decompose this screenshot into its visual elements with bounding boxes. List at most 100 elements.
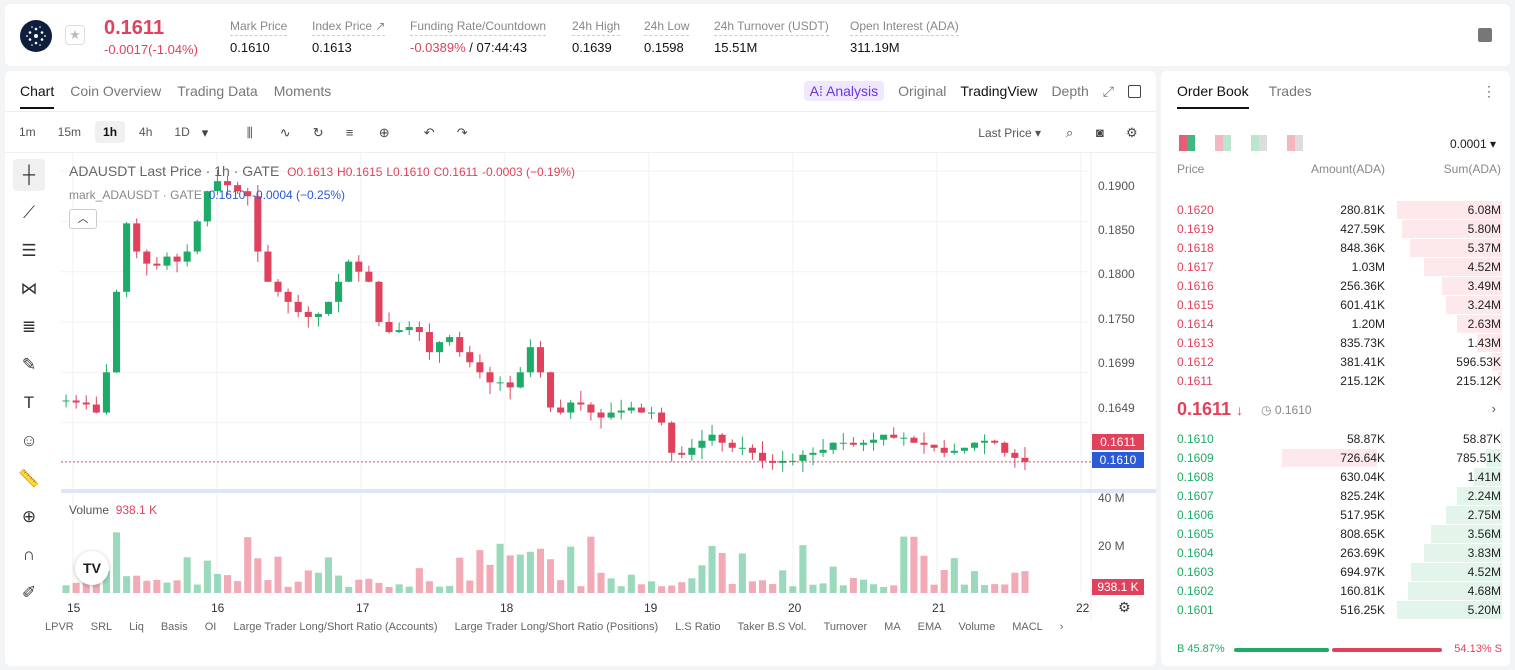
indicator-item[interactable]: LPVR [45,621,74,633]
chevron-right-icon[interactable]: › [1059,621,1064,633]
favorite-star-icon[interactable]: ★ [65,25,85,45]
candles-icon[interactable]: ⫼ [246,124,253,140]
timeframe-1m[interactable]: 1m [19,125,36,139]
template-icon[interactable]: ≡ [345,124,354,140]
timeframe-1h[interactable]: 1h [95,121,126,143]
indicator-item[interactable]: OI [204,621,217,633]
tab-order-book[interactable]: Order Book [1177,83,1249,109]
bid-row[interactable]: 0.1601 516.25K 5.20M [1161,600,1510,619]
indicator-item[interactable]: Large Trader Long/Short Ratio (Positions… [454,621,659,633]
candle [829,442,837,450]
indicator-item[interactable]: MA [884,621,901,633]
ask-row[interactable]: 0.1617 1.03M 4.52M [1161,257,1510,276]
ask-row[interactable]: 0.1611 215.12K 215.12K [1161,371,1510,390]
redo-icon[interactable]: ↷ [456,124,468,140]
indicator-item[interactable]: Liq [129,621,144,633]
add-indicator-icon[interactable]: ⊕ [378,124,390,140]
asks-only-icon[interactable] [1287,135,1303,151]
indicator-item[interactable]: Large Trader Long/Short Ratio (Accounts) [233,621,438,633]
tab-original[interactable]: Original [898,83,947,99]
ask-row[interactable]: 0.1616 256.36K 3.49M [1161,276,1510,295]
ask-row[interactable]: 0.1620 280.81K 6.08M [1161,200,1510,219]
bid-row[interactable]: 0.1604 263.69K 3.83M [1161,543,1510,562]
bid-row[interactable]: 0.1609 726.64K 785.51K [1161,448,1510,467]
undo-icon[interactable]: ↶ [423,124,435,140]
indicator-item[interactable]: Turnover [823,621,868,633]
fullscreen-icon[interactable] [1128,84,1141,98]
bid-row[interactable]: 0.1606 517.95K 2.75M [1161,505,1510,524]
zoom-in-icon[interactable]: ⊕ [21,507,37,526]
tradingview-logo-icon[interactable]: TV [75,551,109,585]
indicator-item[interactable]: MACL [1012,621,1043,633]
price-source-select[interactable]: Last Price ▾ [978,126,1041,140]
amount-cell: 58.87K [1346,432,1385,446]
settings-gear-icon[interactable]: ⚙ [1118,599,1131,615]
pencil-icon[interactable]: ✐ [21,583,37,602]
more-menu-icon[interactable]: ⋮ [1482,83,1496,99]
replay-icon[interactable]: ↻ [312,124,324,140]
bid-row[interactable]: 0.1610 58.87K 58.87K [1161,429,1510,448]
ask-row[interactable]: 0.1612 381.41K 596.53K [1161,352,1510,371]
camera-icon[interactable]: ◙ [1096,125,1104,140]
bid-row[interactable]: 0.1602 160.81K 4.68M [1161,581,1510,600]
expand-icon[interactable]: ⤢ [1102,82,1114,99]
price-cell: 0.1608 [1177,470,1214,484]
precision-select[interactable]: 0.0001 ▾ [1449,137,1496,151]
mark-price-tag: 0.1610 [1092,452,1144,468]
volume-bar [466,580,474,593]
text-icon[interactable]: T [23,393,35,412]
indicators-icon[interactable]: ∿ [279,124,291,140]
ask-row[interactable]: 0.1619 427.59K 5.80M [1161,219,1510,238]
price-cell: 0.1615 [1177,298,1214,312]
candlestick-chart[interactable] [5,71,1156,666]
tab-trading-data[interactable]: Trading Data [177,83,258,99]
bid-row[interactable]: 0.1608 630.04K 1.41M [1161,467,1510,486]
ask-row[interactable]: 0.1618 848.36K 5.37M [1161,238,1510,257]
amount-cell: 160.81K [1340,584,1385,598]
tab-trades[interactable]: Trades [1268,83,1312,99]
collapse-legend-button[interactable]: ︿ [69,209,97,229]
indicator-item[interactable]: Volume [958,621,996,633]
timeframe-15m[interactable]: 15m [57,125,82,139]
ask-row[interactable]: 0.1614 1.20M 2.63M [1161,314,1510,333]
crosshair-icon[interactable]: ┼ [13,159,45,191]
tab-depth[interactable]: Depth [1051,83,1089,99]
emoji-icon[interactable]: ☺ [20,431,38,450]
tab-tradingview[interactable]: TradingView [960,83,1038,99]
indicator-item[interactable]: EMA [917,621,942,633]
tab-moments[interactable]: Moments [273,83,332,99]
volume-bar [839,585,847,593]
ruler-icon[interactable]: 📏 [18,469,40,488]
tab-coin-overview[interactable]: Coin Overview [70,83,162,99]
timeframe-4h[interactable]: 4h [139,125,153,139]
both-sides-view-icon[interactable] [1179,135,1195,151]
split-view-icon[interactable] [1215,135,1231,151]
bid-row[interactable]: 0.1603 694.97K 4.52M [1161,562,1510,581]
indicator-item[interactable]: Basis [160,621,188,633]
timeframe-1d[interactable]: 1D [174,125,190,139]
fib-icon[interactable]: ≣ [21,317,37,336]
ask-row[interactable]: 0.1615 601.41K 3.24M [1161,295,1510,314]
brush-icon[interactable]: ✎ [21,355,37,374]
analysis-button[interactable]: A⁞ Analysis [803,81,885,101]
trendline-icon[interactable]: ⟋ [23,203,35,222]
bid-row[interactable]: 0.1605 808.65K 3.56M [1161,524,1510,543]
magnet-icon[interactable]: ∩ [22,545,36,564]
search-icon[interactable]: ⌕ [1066,125,1074,140]
horizontal-lines-icon[interactable]: ☰ [21,241,37,260]
chevron-right-icon[interactable]: › [1491,401,1496,416]
book-icon[interactable] [1478,28,1492,42]
volume-bar [1001,584,1009,593]
volume-bar [547,559,555,593]
ask-row[interactable]: 0.1613 835.73K 1.43M [1161,333,1510,352]
pattern-icon[interactable]: ⋈ [20,279,38,298]
stat-index-price[interactable]: Index Price ↗ 0.1613 [312,19,386,55]
chevron-down-icon[interactable]: ▾ [201,124,209,140]
indicator-item[interactable]: L.S Ratio [675,621,721,633]
indicator-item[interactable]: Taker B.S Vol. [737,621,807,633]
settings-gear-icon[interactable]: ⚙ [1126,125,1138,140]
indicator-item[interactable]: SRL [90,621,113,633]
tab-chart[interactable]: Chart [20,83,55,109]
bid-row[interactable]: 0.1607 825.24K 2.24M [1161,486,1510,505]
bids-only-icon[interactable] [1251,135,1267,151]
